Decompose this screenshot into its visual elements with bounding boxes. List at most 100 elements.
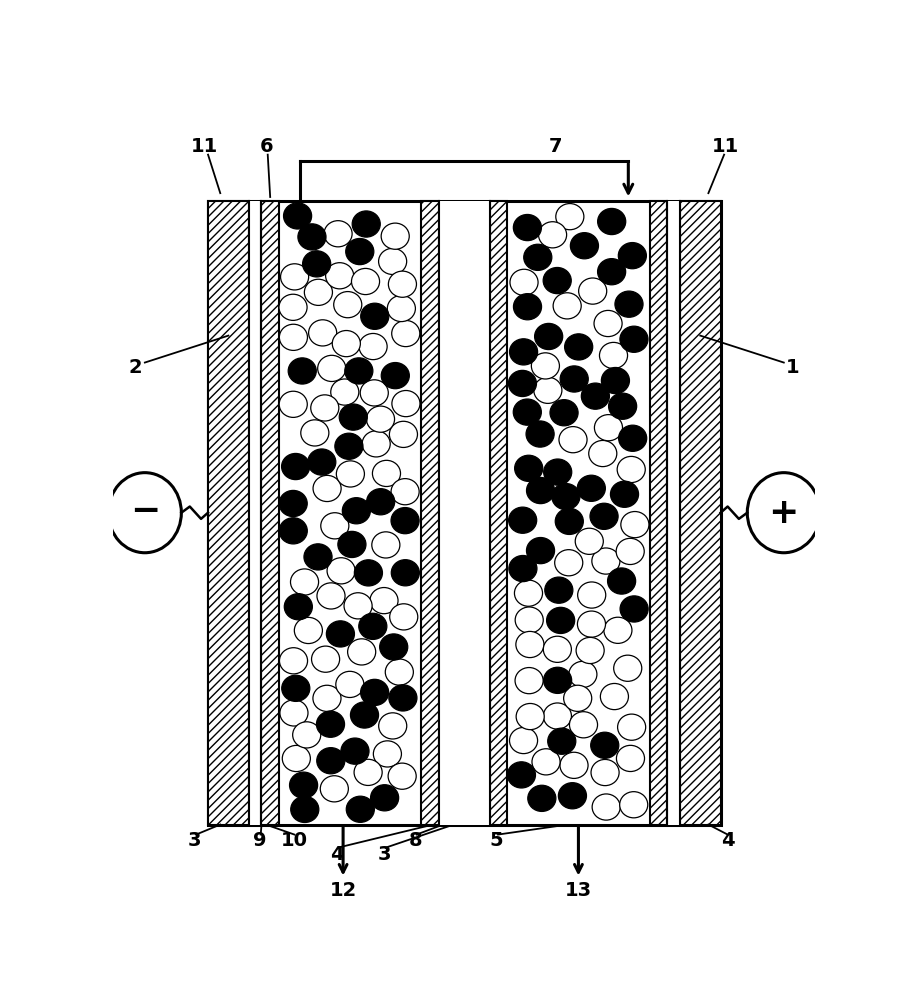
Bar — [667, 201, 680, 825]
Text: 12: 12 — [330, 881, 357, 900]
Ellipse shape — [576, 637, 604, 664]
Ellipse shape — [591, 759, 619, 786]
Ellipse shape — [280, 700, 308, 726]
Text: 3: 3 — [188, 831, 201, 850]
Ellipse shape — [331, 379, 359, 405]
Ellipse shape — [598, 259, 626, 285]
Ellipse shape — [526, 421, 554, 447]
Ellipse shape — [293, 722, 321, 748]
Text: +: + — [768, 496, 799, 530]
Ellipse shape — [560, 366, 588, 392]
Ellipse shape — [352, 211, 381, 237]
Ellipse shape — [516, 631, 544, 658]
Ellipse shape — [515, 455, 543, 481]
Ellipse shape — [361, 679, 389, 705]
Ellipse shape — [338, 531, 366, 558]
Ellipse shape — [388, 763, 416, 789]
Ellipse shape — [516, 607, 544, 633]
Bar — [249, 201, 262, 825]
Ellipse shape — [532, 749, 560, 775]
Bar — [262, 201, 279, 825]
Ellipse shape — [354, 560, 382, 586]
Ellipse shape — [370, 588, 398, 614]
Ellipse shape — [311, 395, 339, 421]
Ellipse shape — [577, 475, 605, 501]
Ellipse shape — [283, 745, 311, 772]
Ellipse shape — [555, 508, 583, 534]
Ellipse shape — [288, 358, 316, 384]
Ellipse shape — [514, 399, 542, 425]
Ellipse shape — [339, 404, 367, 430]
Ellipse shape — [361, 303, 389, 329]
Ellipse shape — [554, 550, 583, 576]
Ellipse shape — [313, 475, 342, 502]
Ellipse shape — [579, 278, 607, 304]
Ellipse shape — [558, 783, 586, 809]
Ellipse shape — [389, 685, 417, 711]
Ellipse shape — [291, 796, 319, 823]
Ellipse shape — [344, 593, 372, 619]
Text: 10: 10 — [281, 831, 308, 850]
Ellipse shape — [620, 596, 648, 622]
Ellipse shape — [354, 759, 382, 785]
Ellipse shape — [570, 712, 598, 738]
Ellipse shape — [516, 703, 545, 730]
Ellipse shape — [321, 776, 349, 802]
Ellipse shape — [546, 607, 574, 634]
Ellipse shape — [589, 440, 617, 467]
Ellipse shape — [372, 460, 400, 487]
Ellipse shape — [279, 648, 307, 674]
Bar — [208, 201, 249, 825]
Ellipse shape — [316, 711, 344, 737]
Ellipse shape — [362, 431, 390, 457]
Bar — [439, 201, 489, 825]
Ellipse shape — [389, 271, 417, 297]
Ellipse shape — [335, 433, 363, 459]
Ellipse shape — [325, 263, 353, 289]
Ellipse shape — [279, 518, 307, 544]
Ellipse shape — [342, 498, 371, 524]
Ellipse shape — [509, 555, 537, 582]
Ellipse shape — [592, 548, 620, 574]
Ellipse shape — [282, 675, 310, 701]
Ellipse shape — [508, 370, 536, 397]
Ellipse shape — [303, 251, 331, 277]
Ellipse shape — [371, 785, 399, 811]
Ellipse shape — [388, 295, 416, 322]
Ellipse shape — [577, 611, 605, 637]
Ellipse shape — [373, 741, 401, 767]
Ellipse shape — [333, 292, 361, 318]
Circle shape — [109, 473, 181, 553]
Ellipse shape — [304, 279, 333, 305]
Ellipse shape — [284, 203, 312, 229]
Ellipse shape — [308, 449, 336, 475]
Text: −: − — [130, 494, 160, 528]
Bar — [208, 201, 720, 825]
Ellipse shape — [552, 484, 580, 510]
Ellipse shape — [569, 661, 597, 687]
Ellipse shape — [598, 208, 626, 235]
Ellipse shape — [381, 363, 410, 389]
Ellipse shape — [279, 294, 307, 320]
Ellipse shape — [321, 513, 349, 539]
Text: 11: 11 — [191, 137, 218, 156]
Ellipse shape — [619, 425, 647, 451]
Ellipse shape — [298, 224, 326, 250]
Ellipse shape — [345, 358, 373, 384]
Ellipse shape — [548, 728, 576, 754]
Ellipse shape — [313, 685, 341, 711]
Ellipse shape — [294, 617, 323, 644]
Text: 3: 3 — [378, 845, 391, 864]
Ellipse shape — [509, 727, 537, 754]
Ellipse shape — [613, 655, 641, 681]
Ellipse shape — [618, 243, 646, 269]
Circle shape — [747, 473, 820, 553]
Ellipse shape — [616, 538, 644, 565]
Ellipse shape — [600, 342, 628, 369]
Ellipse shape — [391, 479, 419, 505]
Ellipse shape — [528, 785, 556, 811]
Ellipse shape — [531, 353, 559, 379]
Ellipse shape — [571, 233, 599, 259]
Text: 1: 1 — [786, 358, 800, 377]
Ellipse shape — [507, 762, 535, 788]
